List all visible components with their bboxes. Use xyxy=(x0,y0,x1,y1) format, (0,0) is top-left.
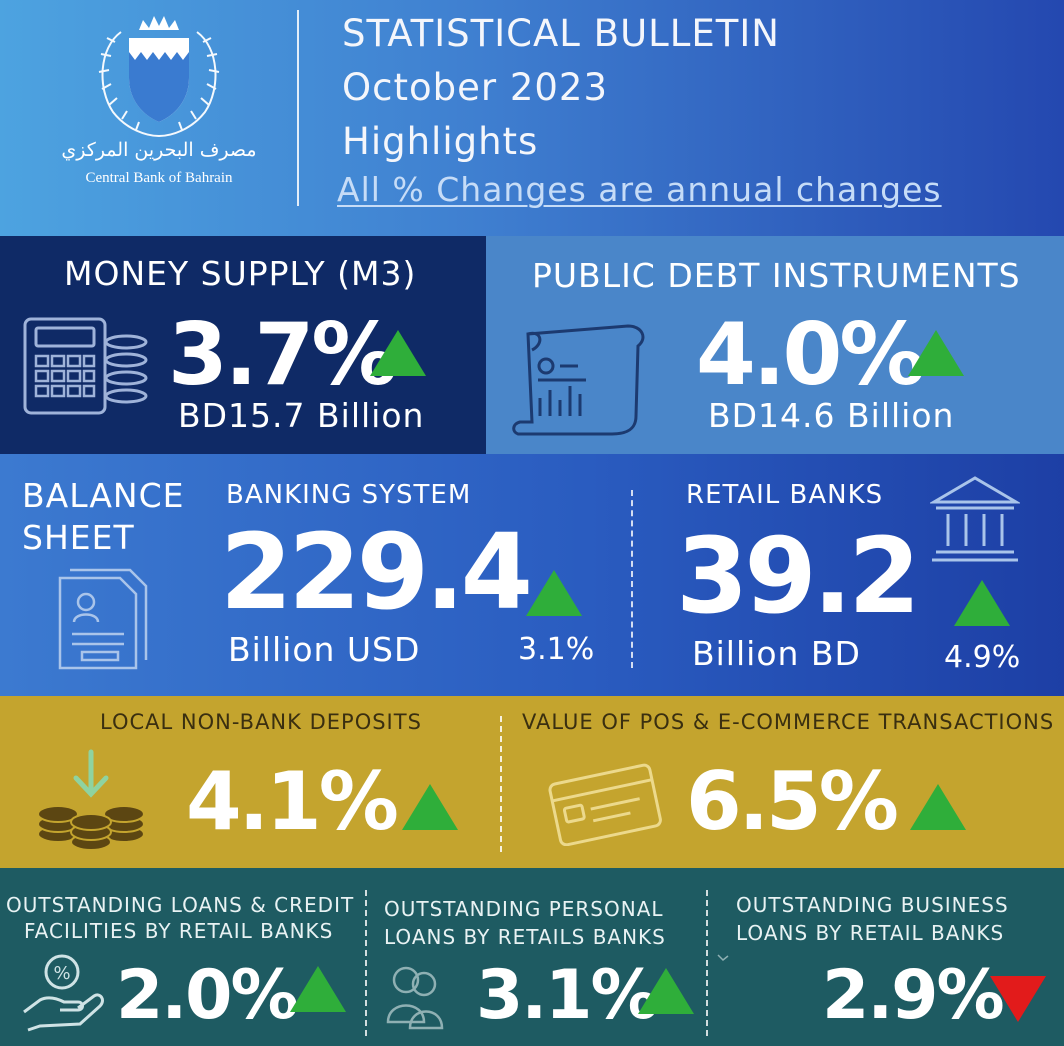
money-supply-title: MONEY SUPPLY (M3) xyxy=(64,254,417,293)
money-supply-change: 3.7% xyxy=(168,305,398,405)
retail-banks-change: 4.9% xyxy=(944,640,1021,675)
svg-text:%: % xyxy=(53,963,70,984)
balance-sheet-title-line1: BALANCE xyxy=(22,476,185,515)
public-debt-value: BD14.6 Billion xyxy=(708,396,955,435)
org-name-en: Central Bank of Bahrain xyxy=(85,170,233,186)
bulletin-subtitle: Highlights xyxy=(342,120,539,163)
banking-system-change: 3.1% xyxy=(518,632,595,667)
bank-building-icon xyxy=(928,474,1022,568)
pos-title: VALUE OF POS & E-COMMERCE TRANSACTIONS xyxy=(522,710,1055,734)
loans-divider-2 xyxy=(706,890,708,1036)
credit-card-icon xyxy=(548,762,662,850)
balance-sheet-document-icon xyxy=(56,566,152,676)
people-icon xyxy=(384,962,444,1038)
up-arrow-icon xyxy=(290,966,346,1012)
down-arrow-icon xyxy=(990,976,1046,1022)
business-icon xyxy=(716,950,730,969)
retail-banks-unit: Billion BD xyxy=(692,634,861,673)
up-arrow-icon xyxy=(908,330,964,376)
public-debt-panel xyxy=(486,236,1064,454)
loans-business-change: 2.9% xyxy=(822,956,1005,1035)
central-bank-logo: مصرف البحرين المركزي Central Bank of Bah… xyxy=(55,12,265,202)
bulletin-month: October 2023 xyxy=(342,66,608,109)
deposits-title: LOCAL NON-BANK DEPOSITS xyxy=(100,710,422,734)
up-arrow-icon xyxy=(526,570,582,616)
banking-system-title: BANKING SYSTEM xyxy=(226,480,472,510)
loans-divider-1 xyxy=(365,890,367,1036)
loans-total-title-line1: OUTSTANDING LOANS & CREDIT xyxy=(6,893,355,917)
org-name-ar: مصرف البحرين المركزي xyxy=(61,139,256,161)
bulletin-title: STATISTICAL BULLETIN xyxy=(342,12,780,55)
document-chart-icon xyxy=(508,320,658,444)
loans-business-title-line2: LOANS BY RETAIL BANKS xyxy=(736,921,1005,945)
coins-deposit-icon xyxy=(36,748,146,858)
banking-system-unit: Billion USD xyxy=(228,630,421,669)
loans-panel xyxy=(0,868,1064,1046)
up-arrow-icon xyxy=(910,784,966,830)
up-arrow-icon xyxy=(954,580,1010,626)
loans-total-title-line2: FACILITIES BY RETAIL BANKS xyxy=(24,919,334,943)
annual-changes-link[interactable]: All % Changes are annual changes xyxy=(337,170,942,209)
public-debt-title: PUBLIC DEBT INSTRUMENTS xyxy=(532,256,1021,295)
deposits-change: 4.1% xyxy=(186,755,399,848)
calculator-coins-icon xyxy=(22,316,152,420)
up-arrow-icon xyxy=(370,330,426,376)
crest-icon: مصرف البحرين المركزي Central Bank of Bah… xyxy=(61,16,257,186)
hand-percent-icon: % xyxy=(20,952,104,1036)
money-supply-value: BD15.7 Billion xyxy=(178,396,425,435)
deposits-pos-panel xyxy=(0,696,1064,868)
public-debt-change: 4.0% xyxy=(696,305,926,405)
pos-change: 6.5% xyxy=(686,755,899,848)
up-arrow-icon xyxy=(638,968,694,1014)
loans-personal-change: 3.1% xyxy=(476,956,659,1035)
loans-personal-title-line2: LOANS BY RETAILS BANKS xyxy=(384,925,666,949)
balance-divider xyxy=(631,490,633,668)
loans-total-change: 2.0% xyxy=(116,956,299,1035)
gold-divider xyxy=(500,716,502,852)
retail-banks-title: RETAIL BANKS xyxy=(686,480,884,510)
retail-banks-value: 39.2 xyxy=(676,515,921,637)
loans-personal-title-line1: OUTSTANDING PERSONAL xyxy=(384,897,664,921)
banking-system-value: 229.4 xyxy=(220,511,533,633)
header-divider xyxy=(297,10,299,206)
balance-sheet-title-line2: SHEET xyxy=(22,518,135,557)
loans-business-title-line1: OUTSTANDING BUSINESS xyxy=(736,893,1009,917)
up-arrow-icon xyxy=(402,784,458,830)
